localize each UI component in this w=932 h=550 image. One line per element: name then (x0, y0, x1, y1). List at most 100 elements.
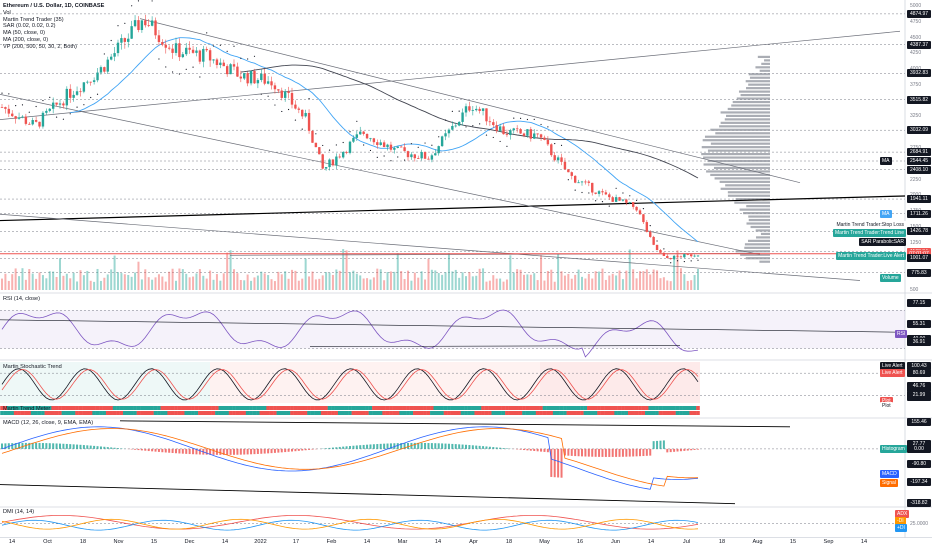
macd-hist-bar (291, 448, 293, 452)
meter-cell (119, 411, 124, 415)
dmi-tag[interactable]: +DI (895, 523, 907, 532)
candle-body (399, 146, 403, 148)
meter-cell (150, 406, 154, 410)
price-axis-tick: 2250 (910, 176, 922, 183)
macd-label[interactable]: -90.80 (907, 460, 931, 469)
meter-title[interactable]: Martin Trend Meter (3, 406, 51, 412)
price-label[interactable]: 2684.91 (907, 148, 931, 157)
stoch-zone (540, 362, 700, 403)
meter-cell (286, 406, 291, 410)
indicator-tag[interactable]: SAR ParabolicSAR (859, 238, 906, 247)
volume-bar (478, 268, 481, 290)
stoch-tag[interactable]: Live Alert (880, 361, 905, 370)
indicator-tag[interactable]: Volume (880, 274, 901, 282)
stoch-label[interactable]: 80.69 (907, 368, 931, 377)
indicator-tag[interactable]: MA (880, 209, 892, 218)
indicator-tag[interactable]: Martin Trend Trader:Stop Loss (834, 220, 906, 229)
indicator-tag[interactable]: Martin Trend Trader:Trend Line (832, 229, 906, 238)
macd-hist-bar (38, 442, 41, 449)
volume-profile-row (740, 253, 770, 256)
stoch-title[interactable]: Martin Stochastic Trend (3, 364, 62, 370)
price-label[interactable]: 3932.83 (907, 69, 931, 78)
macd-label[interactable]: -318.82 (907, 499, 931, 508)
macd-tag[interactable]: MACD (880, 470, 899, 479)
volume-profile-row (756, 236, 770, 239)
rsi-label[interactable]: 36.91 (907, 337, 931, 346)
price-label[interactable]: 4387.37 (907, 40, 931, 49)
legend-ma50[interactable]: MA (50, close, 0) (3, 30, 45, 37)
sar-dot (253, 55, 256, 57)
meter-cell (140, 406, 144, 410)
meter-cell (607, 406, 612, 410)
rsi-label[interactable]: 77.15 (907, 299, 931, 308)
legend-volume-profile[interactable]: VP (200, 500, 50, 30, 2, Both) (3, 43, 77, 50)
macd-hist-bar (229, 448, 232, 455)
rsi-tag[interactable]: RSI (895, 330, 908, 339)
meter-cell (17, 406, 21, 410)
macd-title[interactable]: MACD (12, 26, close, 9, EMA, EMA) (3, 420, 94, 426)
stoch-tag[interactable]: Plot (880, 401, 893, 410)
macd-line (1, 426, 699, 490)
candle-body (260, 73, 263, 81)
candle-body (277, 89, 280, 91)
macd-tag[interactable]: Signal (880, 478, 898, 487)
macd-hist-bar (413, 442, 416, 449)
macd-hist-bar (505, 448, 508, 449)
macd-hist-bar (45, 443, 48, 449)
meter-cell (471, 411, 475, 415)
stoch-label[interactable]: 46.76 (907, 381, 931, 390)
sar-dot (76, 106, 78, 108)
price-label[interactable]: 1426.78 (907, 227, 931, 236)
indicator-tag[interactable]: MA (880, 157, 892, 165)
dmi-title[interactable]: DMI (14, 14) (3, 509, 35, 515)
price-axis-tick: 4250 (910, 50, 922, 57)
meter-cell (116, 411, 120, 415)
rsi-title[interactable]: RSI (14, close) (3, 296, 40, 302)
price-label[interactable]: 1711.26 (907, 209, 931, 218)
price-label[interactable]: 775.83 (907, 268, 931, 277)
stoch-label[interactable]: 100.43 (907, 361, 931, 370)
meter-cell (358, 406, 363, 410)
macd-hist-bar (103, 446, 106, 449)
stoch-tag[interactable]: Live Alert (880, 368, 905, 377)
sar-dot (424, 142, 426, 144)
candle-body (597, 191, 601, 194)
sar-dot (595, 200, 597, 202)
stoch-label[interactable]: 21.99 (907, 390, 931, 399)
price-label[interactable]: 2544.45 (907, 157, 931, 165)
time-axis-tick: Dec (184, 539, 195, 545)
meter-cell (133, 411, 137, 415)
time-axis-tick: 14 (647, 539, 655, 545)
stoch-tag[interactable]: Plot (880, 397, 893, 406)
price-label[interactable]: 4874.97 (907, 9, 931, 18)
candle-body (178, 43, 181, 58)
price-label[interactable]: 1941.11 (907, 195, 931, 204)
price-label[interactable]: 07:01:07 (907, 249, 931, 258)
legend-ma200[interactable]: MA (200, close, 0) (3, 36, 49, 43)
price-label[interactable]: 3515.82 (907, 95, 931, 104)
dmi-tag[interactable]: ADX (895, 509, 910, 518)
price-label[interactable]: 3032.09 (907, 126, 931, 135)
sar-dot (540, 123, 542, 126)
volume-profile-row (735, 198, 770, 201)
rsi-label[interactable]: 55.31 (907, 320, 931, 329)
price-label[interactable]: 1001.07 (907, 254, 931, 263)
legend-martin-trend-trader[interactable]: Martin Trend Trader (35) (3, 16, 64, 23)
macd-label[interactable]: 27.77 (907, 440, 931, 449)
macd-label[interactable]: -197.34 (907, 478, 931, 487)
candle-body (21, 116, 24, 118)
macd-hist-bar (403, 442, 406, 449)
macd-label[interactable]: 155.46 (907, 418, 931, 427)
indicator-tag[interactable]: Martin Trend Trader:Live Alert (836, 251, 906, 260)
candle-body (127, 38, 130, 42)
dmi-tag[interactable]: -DI (895, 517, 906, 526)
meter-cell (146, 411, 151, 415)
legend-sar[interactable]: SAR (0.02, 0.02, 0.2) (3, 23, 56, 30)
price-label[interactable]: 2408.10 (907, 165, 931, 174)
meter-cell (249, 406, 253, 410)
macd-tag[interactable]: Histogram (880, 444, 907, 453)
macd-hist-bar (62, 443, 65, 449)
macd-label[interactable]: 0.00 (907, 444, 931, 453)
legend-volume[interactable]: Vol (3, 9, 11, 16)
